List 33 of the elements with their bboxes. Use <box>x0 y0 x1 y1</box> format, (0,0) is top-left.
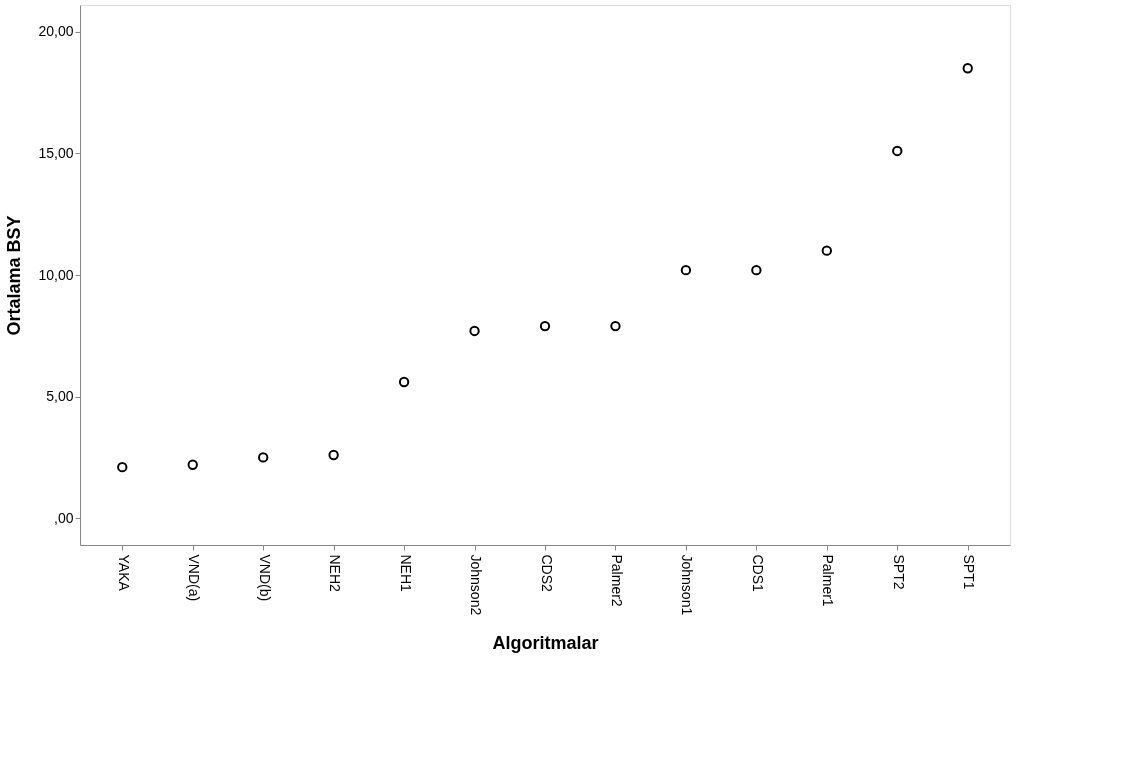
x-tick-label: Johnson2 <box>468 554 485 616</box>
x-tick-label: NEH2 <box>327 554 344 593</box>
point <box>187 459 198 470</box>
point <box>398 376 410 388</box>
x-tick-label: YAKA <box>115 554 132 592</box>
x-tick-label: CDS1 <box>749 554 766 593</box>
point <box>751 264 762 276</box>
point <box>258 452 269 463</box>
x-tick-label: NEH1 <box>397 554 414 593</box>
point <box>680 264 692 276</box>
point <box>539 320 551 332</box>
y-tick-label: 10,00 <box>38 266 74 283</box>
x-axis-title: Algoritmalar <box>492 633 599 654</box>
y-tick-label: 5,00 <box>46 388 74 405</box>
point <box>117 461 128 473</box>
x-tick-label: CDS2 <box>538 554 555 593</box>
point <box>821 245 832 256</box>
x-tick-label: SPT2 <box>890 554 907 590</box>
point <box>328 449 339 461</box>
point <box>610 320 621 332</box>
x-tick-label: Palmer1 <box>820 554 837 607</box>
y-tick-label: ,00 <box>54 509 74 526</box>
x-tick-label: VND(a) <box>186 554 203 602</box>
y-axis-title: Ortalama BSY <box>4 215 25 336</box>
y-tick-label: 15,00 <box>38 144 74 161</box>
point <box>962 63 973 74</box>
x-tick-label: SPT1 <box>961 554 978 590</box>
point <box>469 325 480 337</box>
x-tick-label: VND(b) <box>256 554 273 602</box>
x-tick-label: Johnson1 <box>679 554 696 616</box>
y-tick-label: 20,00 <box>38 23 74 40</box>
point <box>892 145 903 157</box>
x-tick-label: Palmer2 <box>608 554 625 607</box>
